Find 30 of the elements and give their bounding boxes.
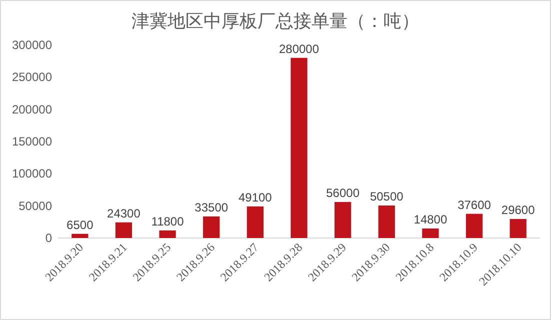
bar xyxy=(290,58,308,238)
bar xyxy=(466,214,483,238)
y-tick-label: 300000 xyxy=(12,38,52,52)
data-label: 280000 xyxy=(278,42,320,56)
data-label: 37600 xyxy=(458,198,492,212)
bar xyxy=(510,218,526,238)
bar xyxy=(422,228,439,238)
data-label: 33500 xyxy=(194,200,228,214)
bar xyxy=(115,222,132,238)
bar xyxy=(159,230,176,238)
bar xyxy=(378,206,395,238)
y-tick-label: 0 xyxy=(45,231,52,245)
data-label: 50500 xyxy=(370,190,404,204)
y-tick-label: 50000 xyxy=(18,198,52,213)
y-tick-label: 100000 xyxy=(12,166,52,181)
bar xyxy=(334,202,352,238)
bar xyxy=(72,234,88,238)
data-label: 24300 xyxy=(107,206,141,220)
data-label: 29600 xyxy=(501,202,536,217)
y-tick-label: 250000 xyxy=(12,70,52,84)
chart-title: 津冀地区中厚板厂总接单量（：吨） xyxy=(132,11,420,31)
data-label: 6500 xyxy=(66,218,94,232)
y-tick-label: 200000 xyxy=(12,102,52,116)
bar xyxy=(246,206,264,238)
data-label: 49100 xyxy=(238,190,272,204)
bar xyxy=(203,216,220,238)
data-label: 56000 xyxy=(326,186,360,200)
data-label: 11800 xyxy=(151,214,184,228)
data-label: 14800 xyxy=(414,212,448,226)
y-tick-label: 150000 xyxy=(12,134,52,148)
